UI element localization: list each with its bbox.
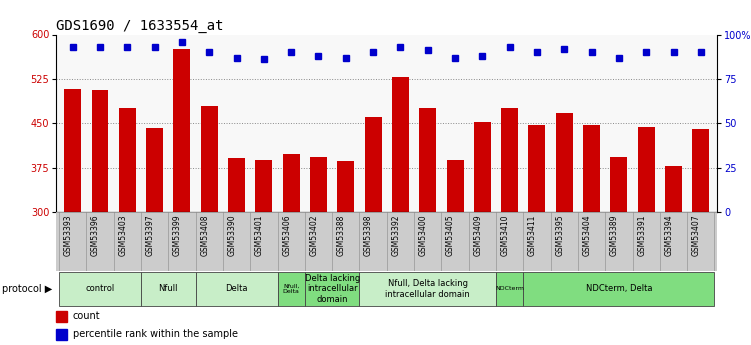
Bar: [56, 329, 68, 339]
FancyBboxPatch shape: [278, 272, 305, 306]
FancyBboxPatch shape: [195, 272, 278, 306]
Bar: [65, 89, 81, 212]
Text: GSM53411: GSM53411: [528, 215, 537, 256]
Text: GSM53401: GSM53401: [255, 215, 264, 256]
FancyBboxPatch shape: [360, 272, 496, 306]
Bar: [556, 113, 573, 212]
Text: GSM53398: GSM53398: [364, 215, 373, 256]
Text: GSM53404: GSM53404: [583, 215, 592, 256]
Bar: [310, 157, 327, 212]
Text: percentile rank within the sample: percentile rank within the sample: [73, 329, 237, 339]
Bar: [56, 310, 68, 322]
Text: GSM53402: GSM53402: [309, 215, 318, 256]
Bar: [92, 90, 108, 212]
Bar: [665, 166, 682, 212]
Bar: [474, 121, 491, 212]
Text: GSM53395: GSM53395: [555, 215, 564, 256]
Text: GSM53410: GSM53410: [501, 215, 510, 256]
Text: GSM53389: GSM53389: [610, 215, 619, 256]
Text: Delta: Delta: [225, 284, 248, 294]
Text: GSM53403: GSM53403: [119, 215, 128, 256]
Bar: [201, 106, 218, 212]
Text: GSM53408: GSM53408: [201, 215, 210, 256]
Text: Nfull: Nfull: [158, 284, 178, 294]
Text: GSM53405: GSM53405: [446, 215, 455, 256]
Text: GDS1690 / 1633554_at: GDS1690 / 1633554_at: [56, 19, 224, 33]
Bar: [501, 108, 518, 212]
Text: GSM53392: GSM53392: [391, 215, 400, 256]
Text: Nfull, Delta lacking
intracellular domain: Nfull, Delta lacking intracellular domai…: [385, 279, 470, 299]
Text: Delta lacking
intracellular
domain: Delta lacking intracellular domain: [304, 274, 360, 304]
Text: GSM53388: GSM53388: [336, 215, 345, 256]
FancyBboxPatch shape: [141, 272, 195, 306]
FancyBboxPatch shape: [523, 272, 714, 306]
Text: protocol ▶: protocol ▶: [2, 284, 53, 294]
Text: NDCterm: NDCterm: [495, 286, 524, 292]
Bar: [529, 125, 545, 212]
Bar: [365, 117, 382, 212]
Bar: [692, 129, 709, 212]
Text: count: count: [73, 311, 101, 321]
Bar: [337, 161, 354, 212]
Bar: [282, 154, 300, 212]
Text: GSM53394: GSM53394: [665, 215, 674, 256]
Bar: [611, 157, 627, 212]
FancyBboxPatch shape: [496, 272, 523, 306]
Text: GSM53409: GSM53409: [473, 215, 482, 256]
FancyBboxPatch shape: [305, 272, 360, 306]
Bar: [255, 160, 273, 212]
Bar: [447, 160, 463, 212]
Bar: [119, 108, 136, 212]
Bar: [146, 128, 163, 212]
Text: control: control: [86, 284, 115, 294]
Text: GSM53399: GSM53399: [173, 215, 182, 256]
Text: GSM53393: GSM53393: [64, 215, 73, 256]
Bar: [392, 77, 409, 212]
Text: GSM53396: GSM53396: [91, 215, 100, 256]
Text: GSM53407: GSM53407: [692, 215, 701, 256]
Text: NDCterm, Delta: NDCterm, Delta: [586, 284, 652, 294]
Bar: [228, 158, 245, 212]
Bar: [583, 125, 600, 212]
Bar: [419, 108, 436, 212]
Text: GSM53406: GSM53406: [282, 215, 291, 256]
Text: GSM53391: GSM53391: [637, 215, 646, 256]
Bar: [173, 49, 191, 212]
Text: GSM53390: GSM53390: [228, 215, 237, 256]
Bar: [638, 128, 655, 212]
Text: GSM53400: GSM53400: [419, 215, 428, 256]
Text: GSM53397: GSM53397: [146, 215, 155, 256]
Text: Nfull,
Delta: Nfull, Delta: [282, 284, 300, 294]
FancyBboxPatch shape: [59, 272, 141, 306]
